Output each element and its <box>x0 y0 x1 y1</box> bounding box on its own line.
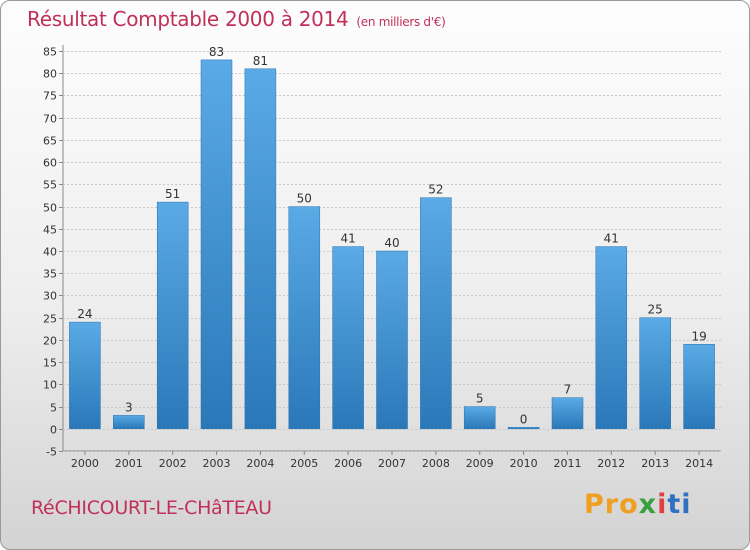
y-tick-label: 15 <box>43 357 57 370</box>
logo-part-3: i <box>657 489 668 520</box>
value-label-2014: 19 <box>691 329 706 343</box>
logo-part-1: Pro <box>584 489 639 520</box>
y-tick-label: 60 <box>43 157 57 170</box>
value-label-2010: 0 <box>520 412 528 426</box>
value-label-2003: 83 <box>209 45 224 59</box>
value-label-2001: 3 <box>125 400 133 414</box>
bar-2014 <box>683 344 715 429</box>
x-tick-label-2005: 2005 <box>290 457 318 470</box>
x-tick-label-2012: 2012 <box>597 457 625 470</box>
chart-subtitle: (en milliers d'€) <box>356 15 446 29</box>
y-tick-label: 10 <box>43 379 57 392</box>
bar-2000 <box>69 321 101 430</box>
bar-2010 <box>507 427 540 430</box>
x-tick-label-2002: 2002 <box>159 457 187 470</box>
chart-title-text: Résultat Comptable 2000 à 2014 <box>27 7 349 31</box>
y-tick-label: 30 <box>43 290 57 303</box>
value-label-2007: 40 <box>384 236 399 250</box>
y-tick-label: 5 <box>50 402 57 415</box>
x-tick-label-2004: 2004 <box>246 457 274 470</box>
bar-2001 <box>113 415 145 429</box>
bar-2013 <box>639 317 671 430</box>
x-tick-label-2007: 2007 <box>378 457 406 470</box>
y-tick-label: 85 <box>43 46 57 59</box>
bar-2004 <box>244 68 277 430</box>
bar-2005 <box>288 206 321 430</box>
y-tick-label: 45 <box>43 224 57 237</box>
y-tick-label: 75 <box>43 90 57 103</box>
x-tick-label-2001: 2001 <box>115 457 143 470</box>
bar-2007 <box>376 250 408 430</box>
value-label-2004: 81 <box>253 54 268 68</box>
x-tick-label-2013: 2013 <box>641 457 669 470</box>
x-tick-label-2011: 2011 <box>554 457 582 470</box>
y-tick-label: 80 <box>43 68 57 81</box>
bar-2002 <box>156 201 189 430</box>
bar-2003 <box>200 59 233 430</box>
y-tick-label: 0 <box>50 424 57 437</box>
y-tick-label: 40 <box>43 246 57 259</box>
bar-2009 <box>463 406 496 430</box>
value-label-2002: 51 <box>165 187 180 201</box>
value-label-2005: 50 <box>297 192 312 206</box>
x-tick-label-2014: 2014 <box>685 457 713 470</box>
value-label-2000: 24 <box>77 307 92 321</box>
y-tick-label: -5 <box>46 446 57 459</box>
value-label-2006: 41 <box>340 232 355 246</box>
x-tick-label-2008: 2008 <box>422 457 450 470</box>
y-tick-label: 20 <box>43 335 57 348</box>
bar-2012 <box>595 246 628 430</box>
logo-part-4: ti <box>667 489 692 520</box>
x-tick-label-2006: 2006 <box>334 457 362 470</box>
value-label-2009: 5 <box>476 392 484 406</box>
bar-2006 <box>332 246 364 430</box>
value-label-2008: 52 <box>428 183 443 197</box>
proxiti-logo: Proxiti <box>584 489 692 520</box>
x-tick-label-2000: 2000 <box>71 457 99 470</box>
chart-title: Résultat Comptable 2000 à 2014 (en millie… <box>27 7 446 31</box>
y-tick-label: 70 <box>43 113 57 126</box>
bar-2008 <box>420 197 452 430</box>
y-tick-label: 50 <box>43 202 57 215</box>
y-tick-label: 55 <box>43 179 57 192</box>
bar-2011 <box>551 397 584 430</box>
value-label-2013: 25 <box>648 303 663 317</box>
y-tick-label: 35 <box>43 268 57 281</box>
value-label-2012: 41 <box>604 232 619 246</box>
x-tick-label-2003: 2003 <box>203 457 231 470</box>
x-tick-label-2010: 2010 <box>510 457 538 470</box>
commune-name: RéCHICOURT-LE-CHâTEAU <box>31 497 272 519</box>
x-tick-label-2009: 2009 <box>466 457 494 470</box>
logo-part-2: x <box>638 489 658 520</box>
value-label-2011: 7 <box>564 383 572 397</box>
y-tick-label: 65 <box>43 135 57 148</box>
y-tick-label: 25 <box>43 313 57 326</box>
